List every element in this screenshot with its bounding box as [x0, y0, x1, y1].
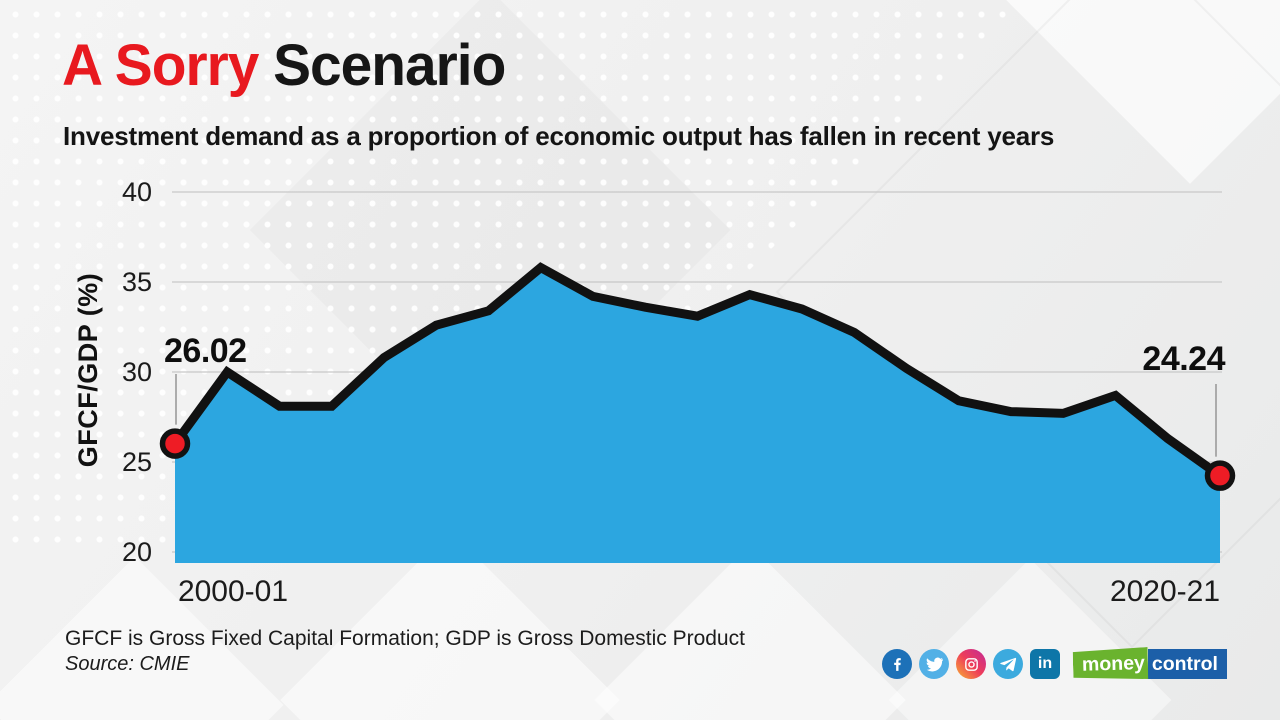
title-rest: Scenario — [273, 33, 506, 98]
y-tick-label: 35 — [122, 267, 152, 297]
y-axis-title: GFCF/GDP (%) — [73, 273, 103, 468]
social-links-row: in money control — [882, 649, 1227, 679]
facebook-icon[interactable] — [882, 649, 912, 679]
x-axis-label-last: 2020-21 — [1110, 575, 1220, 608]
footnote: GFCF is Gross Fixed Capital Formation; G… — [65, 627, 745, 650]
first-value-label: 26.02 — [164, 332, 247, 370]
y-tick-label: 40 — [122, 177, 152, 207]
linkedin-icon[interactable]: in — [1030, 649, 1060, 679]
title-highlight: A Sorry — [62, 33, 259, 98]
moneycontrol-logo: money control — [1073, 649, 1227, 679]
source-credit: Source: CMIE — [65, 653, 190, 675]
twitter-icon[interactable] — [919, 649, 949, 679]
x-axis-label-first: 2000-01 — [178, 575, 288, 608]
page-title: A Sorry Scenario — [62, 33, 506, 98]
instagram-icon[interactable] — [956, 649, 986, 679]
y-tick-label: 25 — [122, 447, 152, 477]
chart-subtitle: Investment demand as a proportion of eco… — [63, 121, 1055, 151]
moneycontrol-logo-money: money — [1073, 647, 1149, 681]
last-value-label: 24.24 — [1142, 340, 1225, 378]
telegram-icon[interactable] — [993, 649, 1023, 679]
start-point-marker — [159, 428, 191, 459]
end-point-marker — [1204, 460, 1236, 491]
y-tick-label: 30 — [122, 357, 152, 387]
y-tick-label: 20 — [122, 537, 152, 567]
area-fill — [175, 267, 1220, 563]
moneycontrol-logo-control: control — [1147, 649, 1227, 679]
trend-line — [170, 262, 1225, 481]
